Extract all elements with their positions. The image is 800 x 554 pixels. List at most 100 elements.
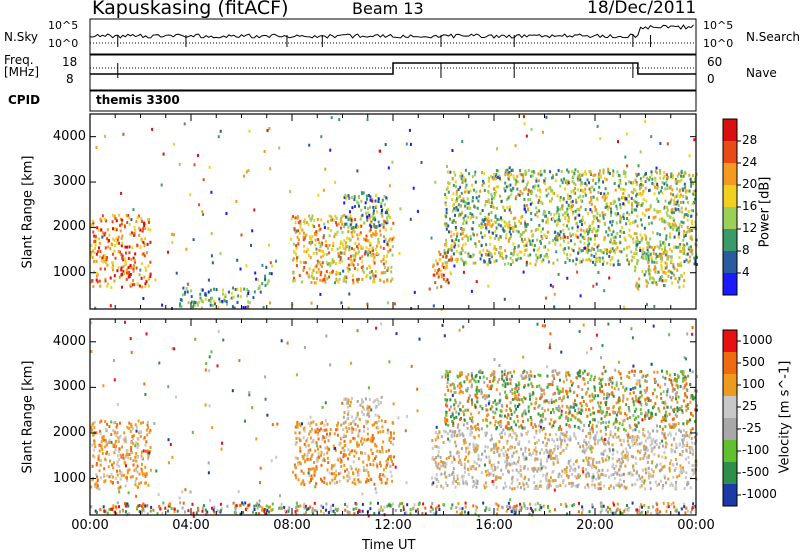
heatmap-cell — [504, 224, 507, 228]
heatmap-cell — [357, 242, 360, 246]
heatmap-cell — [110, 242, 113, 246]
heatmap-cell — [591, 479, 594, 483]
heatmap-cell — [590, 202, 593, 206]
heatmap-cell — [557, 389, 560, 393]
heatmap-cell — [363, 237, 366, 241]
heatmap-cell — [247, 169, 250, 172]
heatmap-cell — [657, 454, 660, 458]
heatmap-cell — [654, 179, 657, 182]
heatmap-cell — [592, 195, 595, 199]
heatmap-cell — [487, 212, 490, 216]
heatmap-cell — [665, 211, 668, 215]
heatmap-cell — [628, 262, 630, 266]
heatmap-cell — [574, 198, 577, 202]
heatmap-cell — [184, 290, 187, 294]
heatmap-cell — [304, 261, 307, 265]
heatmap-cell — [652, 216, 655, 220]
heatmap-cell — [642, 456, 645, 460]
heatmap-cell — [664, 266, 667, 270]
heatmap-cell — [556, 458, 559, 461]
heatmap-cell — [626, 439, 629, 443]
heatmap-cell — [316, 427, 319, 431]
heatmap-cell — [258, 286, 261, 290]
heatmap-cell — [439, 252, 442, 256]
heatmap-cell — [604, 383, 607, 387]
heatmap-cell — [356, 413, 359, 417]
heatmap-cell — [481, 371, 484, 375]
heatmap-cell — [537, 438, 540, 442]
heatmap-cell — [447, 423, 450, 427]
heatmap-cell — [671, 484, 674, 488]
heatmap-cell — [105, 219, 107, 223]
heatmap-cell — [311, 234, 314, 238]
heatmap-cell — [675, 484, 677, 488]
heatmap-cell — [544, 436, 547, 440]
heatmap-cell — [372, 215, 375, 219]
heatmap-cell — [548, 241, 551, 245]
heatmap-cell — [368, 194, 370, 197]
heatmap-cell — [320, 463, 323, 467]
heatmap-cell — [381, 447, 384, 451]
heatmap-cell — [490, 472, 493, 476]
heatmap-cell — [635, 284, 638, 288]
heatmap-cell — [591, 411, 594, 415]
heatmap-cell — [373, 278, 375, 282]
heatmap-cell — [680, 178, 683, 182]
heatmap-cell — [315, 251, 318, 255]
heatmap-cell — [503, 481, 506, 485]
heatmap-cell — [322, 278, 325, 282]
heatmap-cell — [515, 450, 518, 454]
heatmap-cell — [652, 447, 655, 450]
heatmap-cell — [538, 223, 541, 227]
heatmap-cell — [624, 456, 627, 459]
heatmap-cell — [147, 264, 150, 268]
heatmap-cell — [511, 454, 514, 458]
heatmap-cell — [334, 232, 337, 236]
heatmap-cell — [367, 479, 370, 483]
heatmap-cell — [524, 384, 526, 387]
heatmap-cell — [569, 197, 571, 200]
heatmap-cell — [587, 232, 589, 236]
heatmap-cell — [382, 430, 385, 433]
heatmap-cell — [369, 243, 372, 247]
heatmap-cell — [545, 188, 548, 192]
heatmap-cell — [647, 215, 650, 219]
heatmap-cell — [684, 195, 687, 198]
heatmap-cell — [135, 459, 138, 463]
heatmap-cell — [671, 417, 674, 421]
heatmap-cell — [346, 479, 349, 483]
heatmap-cell — [609, 262, 612, 266]
heatmap-cell — [185, 287, 188, 291]
heatmap-cell — [112, 429, 115, 432]
heatmap-cell — [325, 244, 328, 248]
heatmap-cell — [380, 211, 383, 215]
heatmap-cell — [691, 202, 694, 206]
heatmap-cell — [585, 183, 588, 187]
heatmap-cell — [115, 236, 118, 240]
heatmap-cell — [149, 272, 152, 276]
heatmap-cell — [523, 369, 526, 373]
heatmap-cell — [587, 472, 590, 476]
heatmap-cell — [559, 243, 562, 247]
heatmap-cell — [622, 187, 625, 191]
heatmap-cell — [536, 484, 539, 488]
heatmap-cell — [264, 277, 267, 281]
heatmap-cell — [684, 476, 687, 479]
heatmap-cell — [679, 470, 682, 474]
heatmap-cell — [475, 462, 478, 466]
heatmap-cell — [599, 192, 602, 195]
heatmap-cell — [689, 259, 691, 263]
heatmap-cell — [673, 223, 676, 227]
heatmap-cell — [142, 421, 145, 424]
heatmap-cell — [523, 465, 526, 468]
heatmap-cell — [416, 209, 419, 213]
heatmap-cell — [599, 429, 602, 433]
heatmap-cell — [463, 413, 465, 417]
heatmap-cell — [613, 240, 616, 244]
heatmap-cell — [377, 224, 380, 228]
heatmap-cell — [93, 426, 96, 430]
heatmap-cell — [555, 399, 558, 403]
heatmap-cell — [132, 459, 135, 462]
heatmap-cell — [674, 178, 677, 181]
heatmap-cell — [355, 226, 358, 230]
